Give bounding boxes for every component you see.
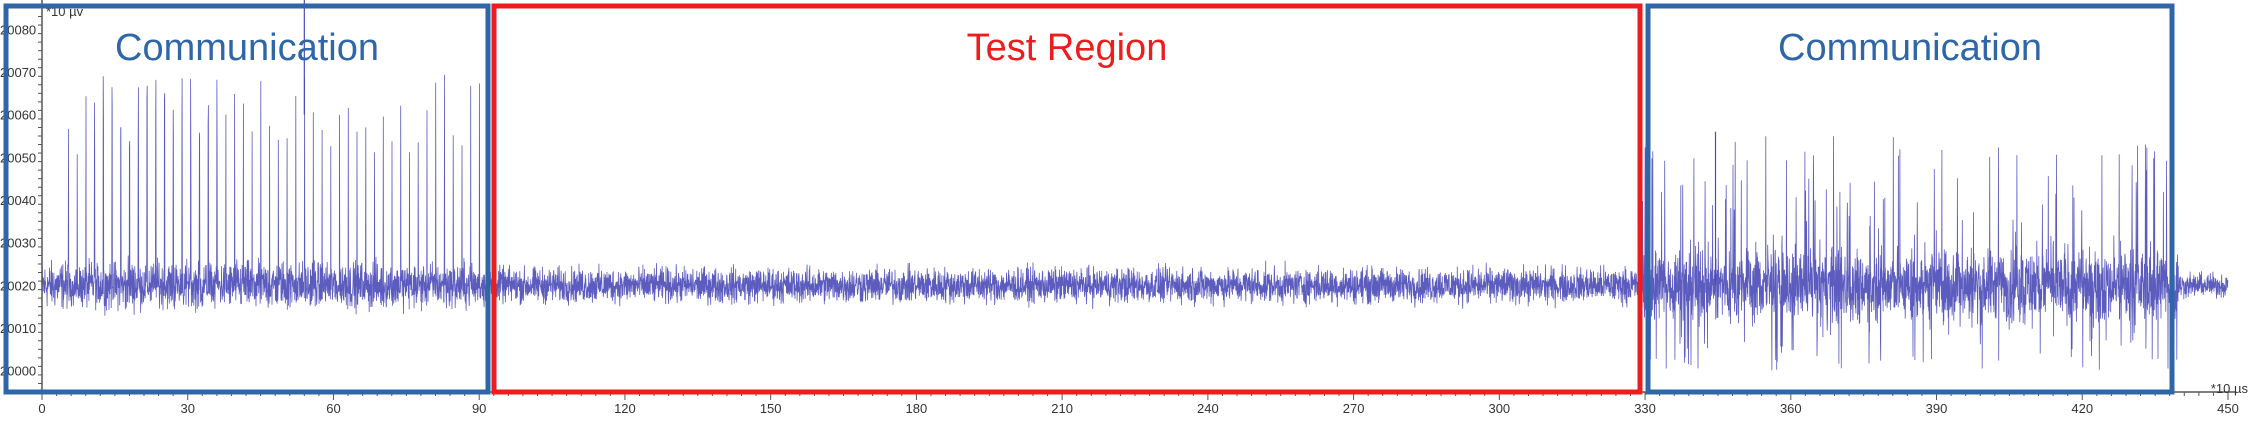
region-label: Communication bbox=[1778, 27, 2042, 69]
y-tick-label: 20050 bbox=[0, 150, 36, 165]
y-tick-label: 20080 bbox=[0, 22, 36, 37]
x-tick-label: 90 bbox=[472, 401, 486, 416]
x-tick-label: 330 bbox=[1634, 401, 1656, 416]
region-label: Communication bbox=[115, 27, 379, 69]
x-tick-label: 300 bbox=[1488, 401, 1510, 416]
y-tick-label: 20010 bbox=[0, 321, 36, 336]
x-tick-label: 180 bbox=[906, 401, 928, 416]
region-box bbox=[3, 3, 491, 395]
x-tick-label: 360 bbox=[1780, 401, 1802, 416]
x-tick-label: 420 bbox=[2071, 401, 2093, 416]
x-tick-label: 450 bbox=[2217, 401, 2239, 416]
y-tick-label: 20070 bbox=[0, 65, 36, 80]
signal-series-line bbox=[41, 74, 2229, 371]
region-box bbox=[1645, 3, 2175, 395]
y-tick-label: 20030 bbox=[0, 236, 36, 251]
y-tick-label: 20000 bbox=[0, 364, 36, 379]
x-tick-label: 270 bbox=[1343, 401, 1365, 416]
x-tick-label: 120 bbox=[614, 401, 636, 416]
region-annotations: Communication Test Region Communication bbox=[3, 3, 2175, 395]
x-tick-label: 30 bbox=[180, 401, 194, 416]
region-label: Test Region bbox=[967, 27, 1168, 69]
region-box bbox=[491, 3, 1643, 395]
x-tick-label: 210 bbox=[1051, 401, 1073, 416]
x-tick-label: 60 bbox=[326, 401, 340, 416]
x-tick-label: 390 bbox=[1926, 401, 1948, 416]
y-tick-label: 20060 bbox=[0, 108, 36, 123]
x-tick-label: 240 bbox=[1197, 401, 1219, 416]
x-axis-unit: *10 µs bbox=[2211, 381, 2249, 396]
y-tick-label: 20040 bbox=[0, 193, 36, 208]
signal-trace-layer bbox=[41, 0, 2229, 371]
y-tick-label: 20020 bbox=[0, 278, 36, 293]
x-tick-label: 150 bbox=[760, 401, 782, 416]
x-tick-label: 0 bbox=[38, 401, 45, 416]
